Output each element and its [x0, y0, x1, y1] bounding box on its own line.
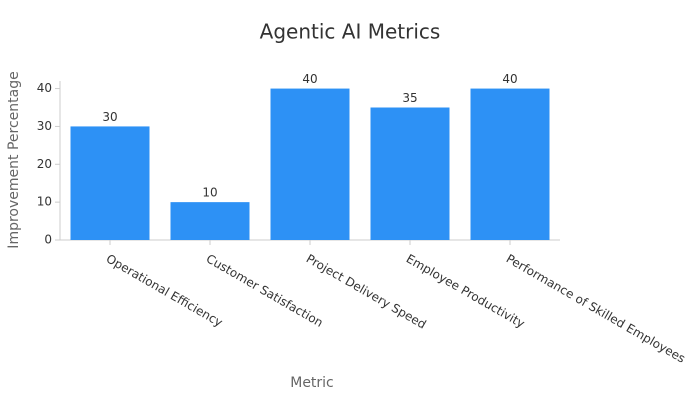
y-tick-label: 40 — [37, 81, 52, 95]
y-tick-label: 10 — [37, 195, 52, 209]
bar — [470, 88, 550, 240]
bar — [70, 126, 150, 240]
bar — [170, 202, 250, 240]
bar — [270, 88, 350, 240]
y-tick-label: 20 — [37, 157, 52, 171]
chart-title: Agentic AI Metrics — [260, 20, 441, 44]
value-label: 40 — [502, 72, 517, 86]
value-label: 30 — [102, 110, 117, 124]
value-label: 10 — [202, 186, 217, 200]
y-axis-label: Improvement Percentage — [6, 71, 22, 248]
y-tick-label: 0 — [44, 233, 52, 247]
x-axis-label: Metric — [290, 375, 334, 391]
value-label: 35 — [402, 91, 417, 105]
x-tick-label: Performance of Skilled Employees — [504, 252, 688, 366]
value-label: 40 — [302, 72, 317, 86]
bar — [370, 107, 450, 240]
y-tick-label: 30 — [37, 119, 52, 133]
